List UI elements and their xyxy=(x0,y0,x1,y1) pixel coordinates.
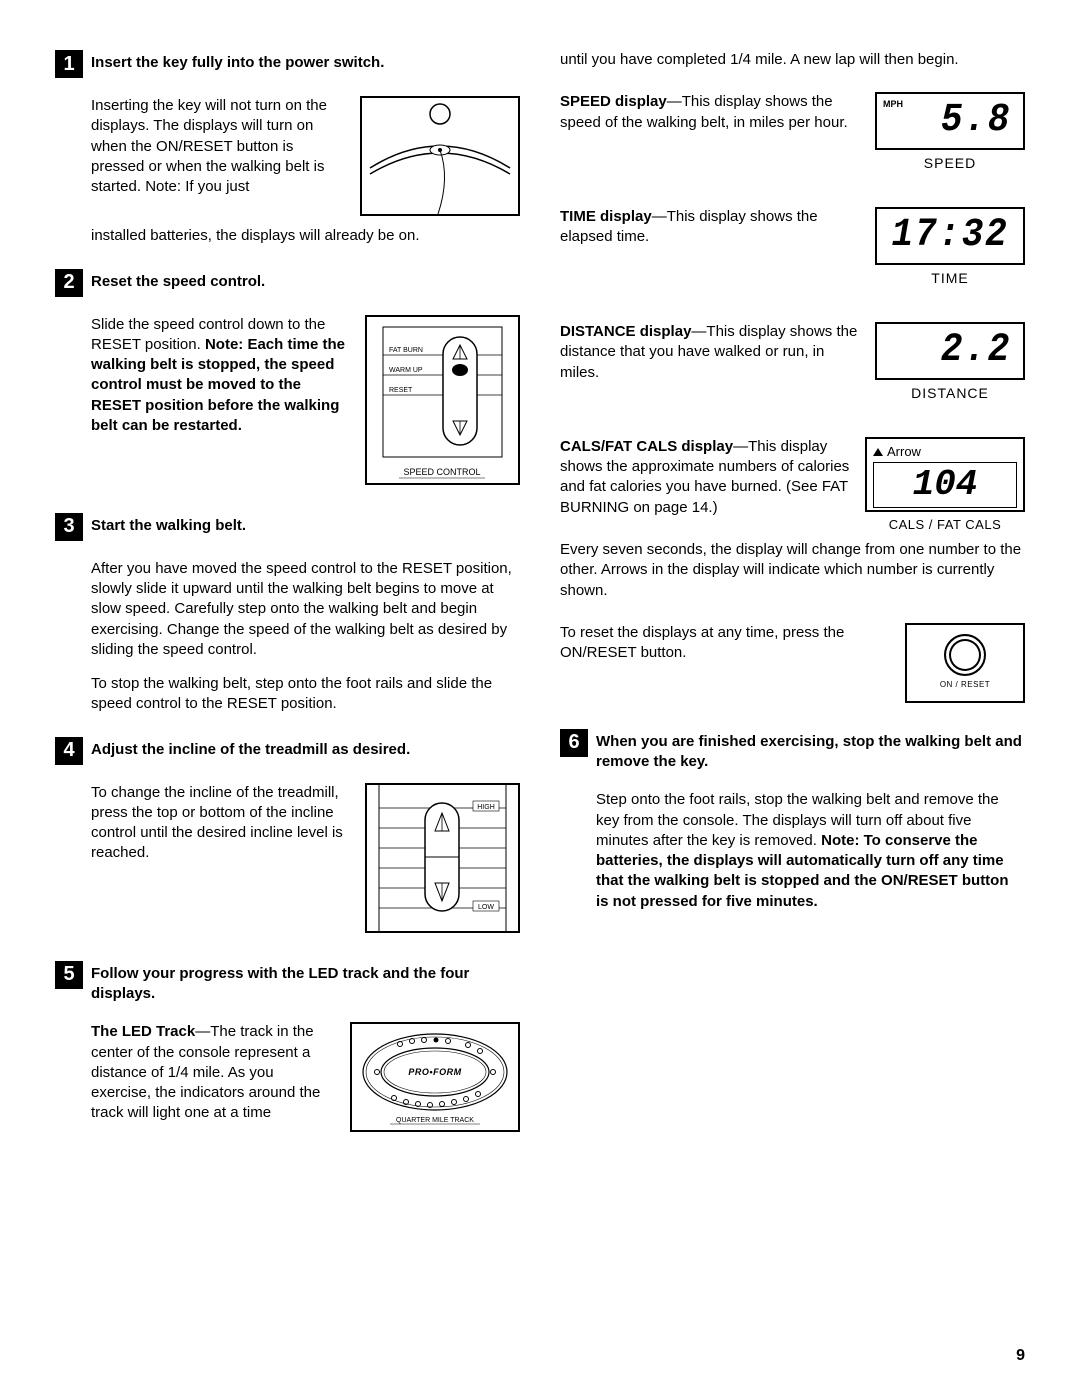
step-1-header: 1 Insert the key fully into the power sw… xyxy=(55,50,520,78)
arrow-icon xyxy=(873,448,883,456)
time-display-figure: 17:32 TIME xyxy=(875,207,1025,288)
step-3-p2: To stop the walking belt, step onto the … xyxy=(91,674,520,715)
step-5-header: 5 Follow your progress with the LED trac… xyxy=(55,961,520,1005)
distance-value: 2.2 xyxy=(941,324,1011,378)
step-1-heading: Insert the key fully into the power swit… xyxy=(91,50,384,78)
svg-text:PRO•FORM: PRO•FORM xyxy=(408,1067,461,1077)
right-column: until you have completed 1/4 mile. A new… xyxy=(560,50,1025,1161)
distance-display-figure: 2.2 DISTANCE xyxy=(875,322,1025,403)
step-1-text-a: Inserting the key will not turn on the d… xyxy=(91,97,327,195)
distance-label: DISTANCE xyxy=(875,384,1025,403)
step-number-2: 2 xyxy=(55,269,83,297)
speed-bold: SPEED display xyxy=(560,93,667,110)
page-number: 9 xyxy=(1016,1345,1025,1367)
step-1-body: Inserting the key will not turn on the d… xyxy=(91,96,520,247)
power-switch-figure xyxy=(360,96,520,222)
speed-label: SPEED xyxy=(875,154,1025,173)
svg-text:SPEED CONTROL: SPEED CONTROL xyxy=(403,467,480,477)
step-number-4: 4 xyxy=(55,737,83,765)
step-5-body: The LED Track—The track in the center of… xyxy=(91,1022,520,1138)
step-5-bold: The LED Track xyxy=(91,1023,195,1040)
step-6-heading: When you are finished exercising, stop t… xyxy=(596,729,1025,773)
reset-text: To reset the displays at any time, press… xyxy=(560,623,891,664)
step-6-header: 6 When you are finished exercising, stop… xyxy=(560,729,1025,773)
reset-label: ON / RESET xyxy=(940,680,990,691)
svg-text:HIGH: HIGH xyxy=(477,804,495,811)
step-5-heading: Follow your progress with the LED track … xyxy=(91,961,520,1005)
on-reset-button-icon xyxy=(944,634,986,676)
step-number-1: 1 xyxy=(55,50,83,78)
step-3-header: 3 Start the walking belt. xyxy=(55,513,520,541)
incline-figure: HIGH LOW xyxy=(365,783,520,939)
step-3-body: After you have moved the speed control t… xyxy=(91,559,520,715)
cals-note: Every seven seconds, the display will ch… xyxy=(560,540,1025,601)
step-3-p1: After you have moved the speed control t… xyxy=(91,559,520,660)
cals-display-figure: Arrow 104 CALS / FAT CALS xyxy=(865,437,1025,534)
time-label: TIME xyxy=(875,269,1025,288)
time-bold: TIME display xyxy=(560,208,652,225)
step-number-3: 3 xyxy=(55,513,83,541)
step-4-body: To change the incline of the treadmill, … xyxy=(91,783,520,939)
time-value: 17:32 xyxy=(891,209,1008,263)
distance-bold: DISTANCE display xyxy=(560,323,691,340)
cals-value: 104 xyxy=(913,461,978,510)
step-2-header: 2 Reset the speed control. xyxy=(55,269,520,297)
speed-control-figure: FAT BURN WARM UP RESET SPEED CONTROL xyxy=(365,315,520,491)
cals-label: CALS / FAT CALS xyxy=(865,516,1025,534)
step-4-header: 4 Adjust the incline of the treadmill as… xyxy=(55,737,520,765)
step-4-heading: Adjust the incline of the treadmill as d… xyxy=(91,737,410,765)
step-1-text-b: installed batteries, the displays will a… xyxy=(91,227,420,244)
left-column: 1 Insert the key fully into the power sw… xyxy=(55,50,520,1161)
svg-text:RESET: RESET xyxy=(389,387,413,394)
svg-text:LOW: LOW xyxy=(478,904,494,911)
step-2-heading: Reset the speed control. xyxy=(91,269,265,297)
step-number-5: 5 xyxy=(55,961,83,989)
step-number-6: 6 xyxy=(560,729,588,757)
led-track-figure: PRO•FORM QUARTER MILE TRACK xyxy=(350,1022,520,1138)
speed-value: 5.8 xyxy=(941,94,1011,148)
right-intro: until you have completed 1/4 mile. A new… xyxy=(560,50,1025,70)
step-2-body: Slide the speed control down to the RESE… xyxy=(91,315,520,491)
svg-text:FAT BURN: FAT BURN xyxy=(389,347,423,354)
step-6-body: Step onto the foot rails, stop the walki… xyxy=(596,790,1025,912)
step-4-p1: To change the incline of the treadmill, … xyxy=(91,783,351,864)
svg-text:WARM UP: WARM UP xyxy=(389,367,423,374)
cals-arrow-label: Arrow xyxy=(887,443,921,461)
page-columns: 1 Insert the key fully into the power sw… xyxy=(55,50,1025,1161)
reset-button-figure: ON / RESET xyxy=(905,623,1025,703)
svg-text:QUARTER MILE TRACK: QUARTER MILE TRACK xyxy=(396,1117,474,1124)
step-3-heading: Start the walking belt. xyxy=(91,513,246,541)
speed-unit: MPH xyxy=(883,98,903,110)
speed-display-figure: MPH 5.8 SPEED xyxy=(875,92,1025,173)
cals-bold: CALS/FAT CALS display xyxy=(560,438,733,455)
